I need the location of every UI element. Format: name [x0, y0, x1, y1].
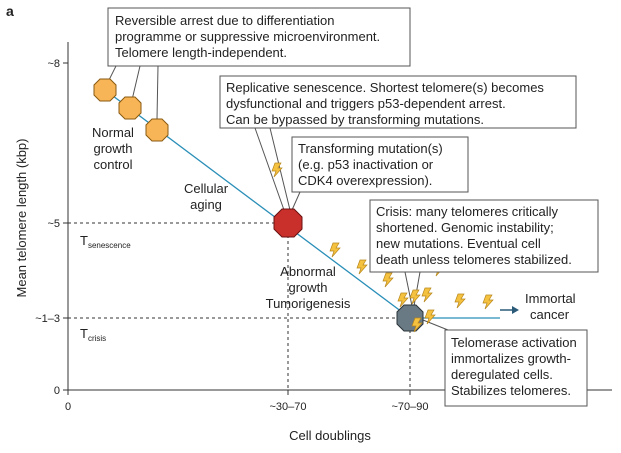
- region-label: Normal growth control: [92, 125, 134, 172]
- callout-text: Transforming mutation(s) (e.g. p53 inacti…: [298, 141, 443, 188]
- y-ticks: ~8 ~5 ~1–3 0: [35, 58, 68, 397]
- callout-text: Crisis: many telomeres critically shorten…: [376, 204, 572, 267]
- region-label: Immortal cancer: [525, 291, 576, 322]
- y-axis-label: Mean telomere length (kbp): [14, 139, 29, 298]
- callout-box: [444, 329, 588, 407]
- callout-box: [219, 75, 577, 129]
- callout-box: [107, 7, 411, 67]
- cells: [93, 78, 424, 332]
- region-label: Abnormal growth Tumorigenesis: [266, 264, 351, 311]
- callout-box: [369, 199, 599, 273]
- x-tick-label: ~70–90: [391, 401, 428, 413]
- arrow-head: [512, 306, 519, 314]
- callout-box: [291, 136, 469, 193]
- panel-label: a: [6, 3, 14, 19]
- callout-text: Reversible arrest due to differentiation…: [115, 13, 380, 60]
- y-tick-label: 0: [54, 385, 60, 397]
- y-tick-label: ~8: [47, 58, 60, 70]
- threshold-label: Tsenescence: [80, 233, 131, 250]
- x-tick-label: 0: [65, 401, 71, 413]
- threshold-label: Tcrisis: [80, 326, 106, 343]
- x-ticks: 0 ~30–70 ~70–90: [65, 390, 429, 413]
- x-tick-label: ~30–70: [269, 401, 306, 413]
- callout-text: Replicative senescence. Shortest telomer…: [226, 80, 544, 127]
- callout-text: Telomerase activation immortalizes growth…: [451, 335, 577, 398]
- y-tick-label: ~1–3: [35, 313, 60, 325]
- y-tick-label: ~5: [47, 218, 60, 230]
- x-axis-label: Cell doublings: [289, 428, 371, 443]
- region-label: Cellular aging: [184, 181, 229, 212]
